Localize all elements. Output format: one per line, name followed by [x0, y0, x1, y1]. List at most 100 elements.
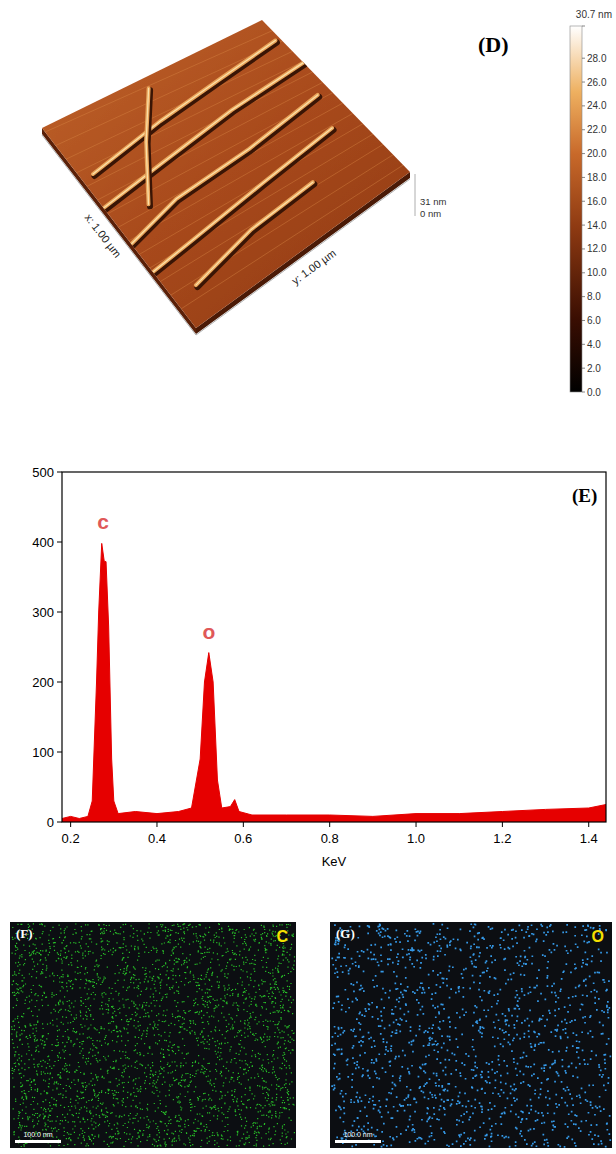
scale-bar-label: 100.0 nm — [343, 1131, 372, 1138]
x-tick — [502, 822, 503, 827]
afm-fiber-shadow — [154, 130, 333, 274]
colorbar-tick-label: 8.0 — [587, 291, 601, 302]
colorbar-tick — [582, 248, 585, 249]
afm-z-label: 31 nm — [420, 196, 446, 207]
afm-fiber-shadow — [133, 97, 319, 246]
afm-fiber-shadow — [95, 43, 277, 177]
colorbar-tick-label: 18.0 — [587, 172, 607, 183]
colorbar-tick-label: 16.0 — [587, 196, 607, 207]
afm-fiber-highlight — [146, 88, 149, 204]
element-label: C — [276, 928, 288, 945]
panel-letter: (E) — [572, 485, 597, 507]
plot-frame — [62, 472, 606, 822]
afm-x-label: x: 1.00 µm — [83, 211, 124, 259]
colorbar-tick — [582, 105, 585, 106]
x-tick — [70, 822, 71, 827]
colorbar-tick-label: 10.0 — [587, 267, 607, 278]
afm-fiber — [146, 88, 149, 204]
map-background — [10, 922, 296, 1148]
afm-edge — [42, 135, 196, 335]
colorbar-tick — [582, 58, 585, 59]
colorbar-tick-label: 2.0 — [587, 363, 601, 374]
x-tick — [329, 822, 330, 827]
afm-surface — [42, 20, 410, 328]
map-background — [330, 922, 612, 1148]
colorbar-tick — [582, 225, 585, 226]
x-tick — [588, 822, 589, 827]
colorbar-tick-label: 28.0 — [587, 53, 607, 64]
scale-bar — [335, 1140, 381, 1143]
afm-streak — [97, 82, 322, 200]
afm-fiber — [131, 95, 317, 244]
afm-texture — [45, 31, 403, 309]
y-tick — [57, 682, 62, 683]
x-tick-label: 0.4 — [148, 831, 166, 846]
afm-fiber-highlight — [196, 182, 313, 285]
colorbar-tick — [582, 392, 585, 393]
afm-fiber — [196, 182, 313, 285]
y-tick-label: 500 — [32, 465, 54, 480]
colorbar-tick — [582, 82, 585, 83]
colorbar-tick-label: 20.0 — [587, 148, 607, 159]
element-label: O — [592, 928, 604, 945]
colorbar-tick-label: 12.0 — [587, 243, 607, 254]
afm-fiber-highlight — [153, 128, 332, 272]
afm-fiber — [153, 128, 332, 272]
colorbar-tick-label: 4.0 — [587, 339, 601, 350]
scale-bar — [15, 1140, 61, 1143]
colorbar — [570, 26, 582, 392]
x-tick — [416, 822, 417, 827]
afm-z-label: 0 nm — [420, 208, 441, 219]
marks — [62, 543, 606, 822]
panel-letter: (F) — [16, 926, 33, 941]
colorbar-tick-label: 26.0 — [587, 77, 607, 88]
figure: x: 1.00 µmy: 1.00 µm31 nm0 nm(D)0.02.04.… — [0, 0, 616, 1154]
colorbar-max-label: 30.7 nm — [576, 9, 612, 20]
afm-streak — [56, 41, 283, 146]
x-tick-label: 0.8 — [321, 831, 339, 846]
peak-label: c — [97, 510, 109, 533]
y-tick-label: 100 — [32, 745, 54, 760]
afm-streak — [129, 113, 353, 240]
colorbar-tick-label: 24.0 — [587, 100, 607, 111]
colorbar-tick — [582, 26, 585, 27]
y-tick — [57, 472, 62, 473]
peak-label: o — [202, 620, 215, 643]
colorbar-tick — [582, 368, 585, 369]
y-tick-label: 200 — [32, 675, 54, 690]
y-tick-label: 0 — [47, 815, 54, 830]
map-dots — [331, 923, 611, 1148]
y-tick — [57, 822, 62, 823]
afm-streak — [76, 62, 302, 173]
panel-letter: (G) — [336, 926, 355, 941]
colorbar-tick — [582, 320, 585, 321]
plot-background — [62, 472, 606, 822]
colorbar-tick-label: 6.0 — [587, 315, 601, 326]
colorbar-tick — [582, 129, 585, 130]
x-tick — [243, 822, 244, 827]
x-tick-label: 1.2 — [493, 831, 511, 846]
map-dots — [11, 923, 295, 1147]
colorbar-tick — [582, 153, 585, 154]
y-tick-label: 300 — [32, 605, 54, 620]
colorbar-tick-label: 14.0 — [587, 220, 607, 231]
afm-fiber-highlight — [131, 95, 317, 244]
x-tick — [156, 822, 157, 827]
x-tick-label: 1.0 — [407, 831, 425, 846]
afm-fiber-shadow — [105, 65, 305, 210]
colorbar-tick-label: 22.0 — [587, 124, 607, 135]
colorbar-tick — [582, 201, 585, 202]
afm-y-label: y: 1.00 µm — [289, 247, 338, 287]
x-tick-label: 0.2 — [62, 831, 80, 846]
spectrum — [62, 543, 606, 822]
y-tick — [57, 752, 62, 753]
x-axis-title: KeV — [322, 854, 347, 869]
afm-streak — [181, 165, 403, 309]
afm-streak — [171, 155, 393, 296]
afm-streak — [45, 31, 272, 132]
y-tick — [57, 612, 62, 613]
colorbar-tick — [582, 296, 585, 297]
y-tick — [57, 542, 62, 543]
colorbar-tick-label: 0.0 — [587, 387, 601, 398]
scale-bar-label: 100.0 nm — [23, 1131, 52, 1138]
